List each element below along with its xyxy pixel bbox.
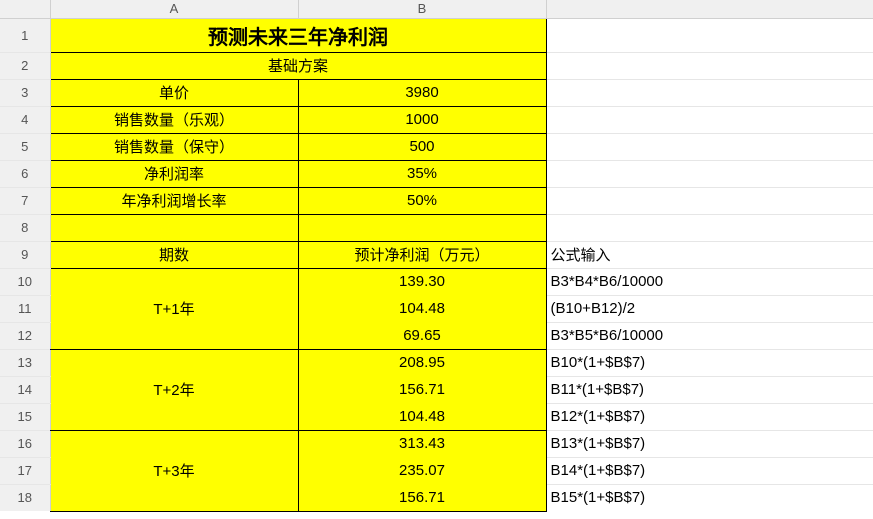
label-growth[interactable]: 年净利润增长率 — [50, 187, 298, 214]
row-6: 6 净利润率 35% — [0, 160, 873, 187]
cell-c3[interactable] — [546, 79, 873, 106]
formula-f15[interactable]: B12*(1+$B$7) — [546, 403, 873, 430]
profit-b14[interactable]: 156.71 — [298, 376, 546, 403]
row-num-16[interactable]: 16 — [0, 430, 50, 457]
column-header-row: A B — [0, 0, 873, 18]
cell-c8[interactable] — [546, 214, 873, 241]
cell-c7[interactable] — [546, 187, 873, 214]
value-margin[interactable]: 35% — [298, 160, 546, 187]
row-2: 2 基础方案 — [0, 52, 873, 79]
row-num-15[interactable]: 15 — [0, 403, 50, 430]
label-qty-opt[interactable]: 销售数量（乐观） — [50, 106, 298, 133]
value-qty-cons[interactable]: 500 — [298, 133, 546, 160]
row-num-12[interactable]: 12 — [0, 322, 50, 349]
row-num-18[interactable]: 18 — [0, 484, 50, 511]
grid-table: A B 1 预测未来三年净利润 2 基础方案 3 单价 3980 4 销售数量（… — [0, 0, 873, 512]
col-header-b[interactable]: B — [298, 0, 546, 18]
formula-f18[interactable]: B15*(1+$B$7) — [546, 484, 873, 511]
row-16: 16 T+3年 313.43 B13*(1+$B$7) — [0, 430, 873, 457]
row-num-3[interactable]: 3 — [0, 79, 50, 106]
header-est-profit[interactable]: 预计净利润（万元） — [298, 241, 546, 268]
formula-f17[interactable]: B14*(1+$B$7) — [546, 457, 873, 484]
period-t2[interactable]: T+2年 — [50, 349, 298, 430]
value-qty-opt[interactable]: 1000 — [298, 106, 546, 133]
row-num-6[interactable]: 6 — [0, 160, 50, 187]
row-num-8[interactable]: 8 — [0, 214, 50, 241]
row-10: 10 T+1年 139.30 B3*B4*B6/10000 — [0, 268, 873, 295]
col-header-c[interactable] — [546, 0, 873, 18]
profit-b13[interactable]: 208.95 — [298, 349, 546, 376]
row-4: 4 销售数量（乐观） 1000 — [0, 106, 873, 133]
period-t1[interactable]: T+1年 — [50, 268, 298, 349]
row-num-10[interactable]: 10 — [0, 268, 50, 295]
header-period[interactable]: 期数 — [50, 241, 298, 268]
row-num-7[interactable]: 7 — [0, 187, 50, 214]
value-growth[interactable]: 50% — [298, 187, 546, 214]
row-9: 9 期数 预计净利润（万元） 公式输入 — [0, 241, 873, 268]
row-3: 3 单价 3980 — [0, 79, 873, 106]
col-header-a[interactable]: A — [50, 0, 298, 18]
label-unit-price[interactable]: 单价 — [50, 79, 298, 106]
spreadsheet: A B 1 预测未来三年净利润 2 基础方案 3 单价 3980 4 销售数量（… — [0, 0, 873, 519]
formula-f10[interactable]: B3*B4*B6/10000 — [546, 268, 873, 295]
formula-f12[interactable]: B3*B5*B6/10000 — [546, 322, 873, 349]
cell-c1[interactable] — [546, 18, 873, 52]
profit-b17[interactable]: 235.07 — [298, 457, 546, 484]
cell-c6[interactable] — [546, 160, 873, 187]
row-num-13[interactable]: 13 — [0, 349, 50, 376]
cell-b8[interactable] — [298, 214, 546, 241]
period-t3[interactable]: T+3年 — [50, 430, 298, 511]
profit-b15[interactable]: 104.48 — [298, 403, 546, 430]
corner-cell — [0, 0, 50, 18]
title-cell[interactable]: 预测未来三年净利润 — [50, 18, 546, 52]
cell-c5[interactable] — [546, 133, 873, 160]
profit-b16[interactable]: 313.43 — [298, 430, 546, 457]
row-5: 5 销售数量（保守） 500 — [0, 133, 873, 160]
formula-f14[interactable]: B11*(1+$B$7) — [546, 376, 873, 403]
header-formula-input[interactable]: 公式输入 — [546, 241, 873, 268]
row-13: 13 T+2年 208.95 B10*(1+$B$7) — [0, 349, 873, 376]
profit-b18[interactable]: 156.71 — [298, 484, 546, 511]
row-1: 1 预测未来三年净利润 — [0, 18, 873, 52]
formula-f13[interactable]: B10*(1+$B$7) — [546, 349, 873, 376]
profit-b10[interactable]: 139.30 — [298, 268, 546, 295]
row-num-2[interactable]: 2 — [0, 52, 50, 79]
row-7: 7 年净利润增长率 50% — [0, 187, 873, 214]
row-num-5[interactable]: 5 — [0, 133, 50, 160]
row-num-4[interactable]: 4 — [0, 106, 50, 133]
cell-c2[interactable] — [546, 52, 873, 79]
row-num-9[interactable]: 9 — [0, 241, 50, 268]
cell-a8[interactable] — [50, 214, 298, 241]
row-num-1[interactable]: 1 — [0, 18, 50, 52]
cell-c4[interactable] — [546, 106, 873, 133]
profit-b12[interactable]: 69.65 — [298, 322, 546, 349]
row-num-11[interactable]: 11 — [0, 295, 50, 322]
subtitle-cell[interactable]: 基础方案 — [50, 52, 546, 79]
label-qty-cons[interactable]: 销售数量（保守） — [50, 133, 298, 160]
formula-f16[interactable]: B13*(1+$B$7) — [546, 430, 873, 457]
value-unit-price[interactable]: 3980 — [298, 79, 546, 106]
row-8: 8 — [0, 214, 873, 241]
profit-b11[interactable]: 104.48 — [298, 295, 546, 322]
row-num-17[interactable]: 17 — [0, 457, 50, 484]
label-margin[interactable]: 净利润率 — [50, 160, 298, 187]
formula-f11[interactable]: (B10+B12)/2 — [546, 295, 873, 322]
row-num-14[interactable]: 14 — [0, 376, 50, 403]
